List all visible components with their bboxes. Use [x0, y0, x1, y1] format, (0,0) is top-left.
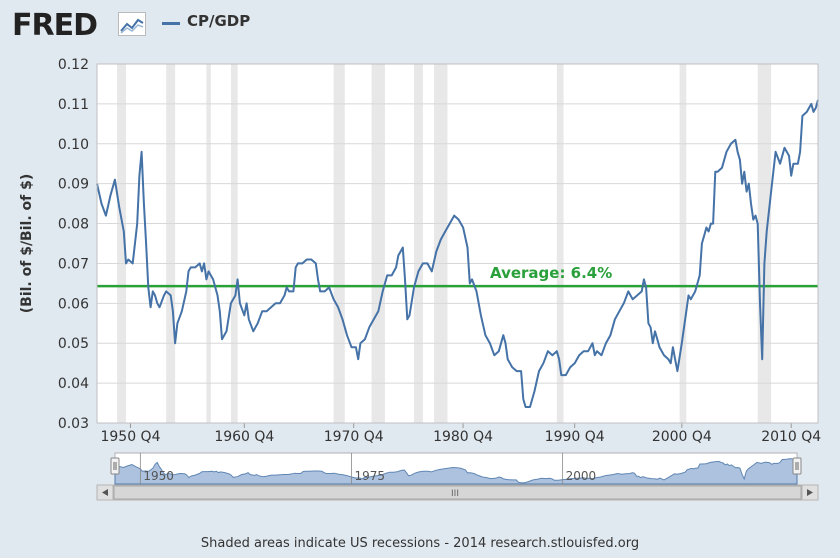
navigator-handle-left[interactable] — [110, 457, 120, 475]
y-tick-label: 0.09 — [58, 177, 89, 193]
recession-band — [757, 64, 772, 423]
legend-series-name: CP/GDP — [187, 12, 251, 30]
x-tick-label: 1960 Q4 — [214, 429, 274, 445]
fred-logo: FRED — [12, 8, 98, 43]
arrow-left-icon — [102, 489, 108, 496]
recession-band — [333, 64, 345, 423]
plot-area — [97, 64, 818, 423]
plot-border — [96, 63, 819, 424]
navigator-label: 1950 — [143, 469, 174, 483]
average-label: Average: 6.4% — [490, 264, 612, 282]
y-axis-label: (Bil. of $/Bil. of $) — [19, 174, 35, 313]
arrow-right-icon — [807, 489, 813, 496]
chart-svg: 0.03 0.04 0.05 0.06 0.07 0.08 0.09 0.10 0.11 0.12… — [19, 57, 821, 501]
scrollbar-grip-label: III — [451, 489, 459, 499]
y-tick-label: 0.08 — [58, 217, 89, 233]
y-tick-label: 0.04 — [58, 376, 89, 392]
navigator-label: 1975 — [354, 469, 385, 483]
legend-swatch — [162, 22, 180, 25]
recession-band — [166, 64, 176, 423]
navigator-series — [114, 457, 798, 485]
y-tick-label: 0.07 — [58, 256, 89, 272]
y-tick-label: 0.10 — [58, 137, 89, 153]
recession-band — [413, 64, 423, 423]
recession-band — [679, 64, 687, 423]
x-tick-label: 2000 Q4 — [652, 429, 712, 445]
y-tick-label: 0.03 — [58, 416, 89, 432]
recession-band — [206, 64, 211, 423]
y-tick-label: 0.12 — [58, 57, 89, 73]
recession-band — [230, 64, 238, 423]
recession-band — [117, 64, 127, 423]
series-line — [96, 99, 819, 408]
y-tick-label: 0.06 — [58, 296, 89, 312]
footer-note: Shaded areas indicate US recessions - 20… — [200, 536, 640, 551]
navigator-label: 2000 — [566, 469, 597, 483]
recession-band — [371, 64, 385, 423]
x-tick-label: 1950 Q4 — [100, 429, 160, 445]
x-tick-label: 1980 Q4 — [433, 429, 493, 445]
recession-band — [556, 64, 564, 423]
x-tick-label: 2010 Q4 — [761, 429, 821, 445]
scrollbar-thumb[interactable] — [113, 485, 802, 500]
navigator-handle-right[interactable] — [792, 457, 802, 475]
x-tick-label: 1970 Q4 — [324, 429, 384, 445]
recession-band — [434, 64, 448, 423]
chart-logo-icon — [118, 12, 146, 36]
x-tick-label: 1990 Q4 — [545, 429, 605, 445]
y-tick-label: 0.05 — [58, 336, 89, 352]
y-tick-label: 0.11 — [58, 97, 89, 113]
